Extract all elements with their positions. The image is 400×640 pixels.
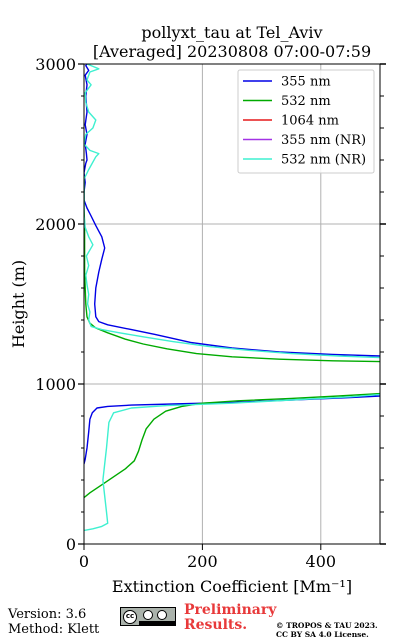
y-tick-label: 1000 <box>35 375 76 394</box>
legend-label: 355 nm <box>281 75 331 90</box>
chart-title: pollyxt_tau at Tel_Aviv <box>141 23 322 42</box>
legend-label: 355 nm (NR) <box>281 133 366 148</box>
y-tick-label: 0 <box>66 535 76 554</box>
copyright-line-1: © TROPOS & TAU 2023. <box>276 621 378 630</box>
sharealike-icon <box>157 610 167 620</box>
preliminary-line-1: Preliminary <box>184 602 277 618</box>
plot-frame <box>83 63 381 545</box>
legend: 355 nm 532 nm 1064 nm 355 nm (NR) 532 nm (NR… <box>237 69 375 174</box>
series-lines <box>84 64 380 532</box>
chart-subtitle: [Averaged] 20230808 07:00-07:59 <box>93 42 371 61</box>
copyright-notice: © TROPOS & TAU 2023. CC BY SA 4.0 Licens… <box>276 621 378 639</box>
method-text: Method: Klett <box>8 622 100 637</box>
axis-ticks: 0 200 400 0 1000 2000 3000 <box>35 55 386 571</box>
license-strip <box>139 621 175 625</box>
x-tick-label: 400 <box>306 552 337 571</box>
extinction-profile-chart: pollyxt_tau at Tel_Aviv [Averaged] 20230… <box>9 23 386 596</box>
cc-logo-icon: cc <box>123 610 137 624</box>
x-tick-label: 200 <box>187 552 218 571</box>
legend-label: 1064 nm <box>281 114 339 129</box>
by-attribution-icon <box>143 610 153 620</box>
x-tick-label: 0 <box>79 552 89 571</box>
legend-label: 532 nm <box>281 94 331 109</box>
preliminary-notice: Preliminary Results. <box>184 603 276 633</box>
legend-label: 532 nm (NR) <box>281 153 366 168</box>
preliminary-line-2: Results. <box>184 617 248 633</box>
x-axis-label: Extinction Coefficient [Mm⁻¹] <box>112 577 352 596</box>
y-axis-label: Height (m) <box>9 260 28 348</box>
y-tick-label: 3000 <box>35 55 76 74</box>
version-text: Version: 3.6 <box>8 607 87 622</box>
series-line-4 <box>84 64 380 532</box>
y-tick-label: 2000 <box>35 215 76 234</box>
legend-frame <box>237 69 375 174</box>
copyright-line-2: CC BY SA 4.0 License. <box>276 630 369 639</box>
cc-license-badge: cc <box>120 607 176 626</box>
